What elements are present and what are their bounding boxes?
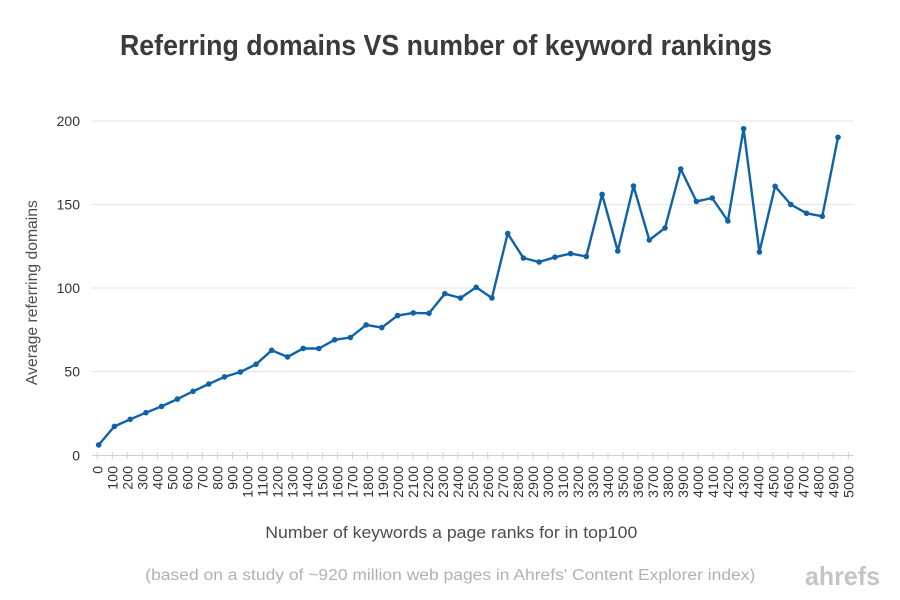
svg-text:1800: 1800 <box>360 466 376 498</box>
svg-text:2900: 2900 <box>525 466 541 498</box>
svg-text:2600: 2600 <box>480 466 496 498</box>
svg-text:1700: 1700 <box>345 466 361 498</box>
svg-text:500: 500 <box>165 466 181 490</box>
svg-text:800: 800 <box>210 466 226 490</box>
svg-text:1400: 1400 <box>300 466 316 498</box>
svg-text:ahrefs: ahrefs <box>805 561 880 591</box>
svg-text:100: 100 <box>104 466 120 490</box>
svg-text:5000: 5000 <box>840 466 856 498</box>
svg-text:0: 0 <box>72 448 80 464</box>
svg-text:3000: 3000 <box>540 466 556 498</box>
svg-text:2200: 2200 <box>420 466 436 498</box>
svg-text:3300: 3300 <box>585 466 601 498</box>
svg-text:600: 600 <box>180 466 196 490</box>
svg-text:4800: 4800 <box>810 466 826 498</box>
svg-text:0: 0 <box>89 466 105 474</box>
svg-text:1000: 1000 <box>240 466 256 498</box>
svg-text:3600: 3600 <box>630 466 646 498</box>
svg-text:2800: 2800 <box>510 466 526 498</box>
svg-text:1300: 1300 <box>285 466 301 498</box>
svg-text:2700: 2700 <box>495 466 511 498</box>
svg-text:150: 150 <box>57 197 81 213</box>
svg-text:2100: 2100 <box>405 466 421 498</box>
svg-text:4400: 4400 <box>750 466 766 498</box>
svg-text:Referring domains VS number of: Referring domains VS number of keyword r… <box>120 30 772 62</box>
svg-text:1100: 1100 <box>255 466 271 497</box>
svg-text:3200: 3200 <box>570 466 586 498</box>
svg-text:300: 300 <box>135 466 151 490</box>
svg-text:700: 700 <box>195 466 211 490</box>
svg-text:4600: 4600 <box>780 466 796 498</box>
svg-text:1500: 1500 <box>315 466 331 498</box>
svg-text:3400: 3400 <box>600 466 616 498</box>
svg-text:1200: 1200 <box>270 466 286 498</box>
svg-text:1600: 1600 <box>330 466 346 498</box>
svg-text:(based on a study of ~920 mill: (based on a study of ~920 million web pa… <box>145 567 755 584</box>
svg-text:200: 200 <box>57 113 81 129</box>
svg-text:100: 100 <box>57 280 81 296</box>
svg-text:4300: 4300 <box>735 466 751 498</box>
svg-text:400: 400 <box>150 466 166 490</box>
svg-text:4700: 4700 <box>795 466 811 498</box>
svg-text:2300: 2300 <box>435 466 451 498</box>
svg-text:2400: 2400 <box>450 466 466 498</box>
svg-text:4000: 4000 <box>690 466 706 498</box>
svg-text:3500: 3500 <box>615 466 631 498</box>
svg-text:2000: 2000 <box>390 466 406 498</box>
svg-text:4500: 4500 <box>765 466 781 498</box>
svg-text:1900: 1900 <box>375 466 391 498</box>
svg-text:2500: 2500 <box>465 466 481 498</box>
svg-text:50: 50 <box>64 364 80 380</box>
svg-text:4100: 4100 <box>705 466 721 498</box>
svg-text:900: 900 <box>225 466 241 490</box>
svg-text:200: 200 <box>119 466 135 490</box>
svg-text:4200: 4200 <box>720 466 736 498</box>
svg-text:3700: 3700 <box>645 466 661 498</box>
svg-text:3800: 3800 <box>660 466 676 498</box>
svg-text:3100: 3100 <box>555 466 571 498</box>
svg-text:4900: 4900 <box>825 466 841 498</box>
svg-text:Number of keywords a page rank: Number of keywords a page ranks for in t… <box>265 524 637 542</box>
svg-text:3900: 3900 <box>675 466 691 498</box>
svg-text:Average referring domains: Average referring domains <box>24 200 41 385</box>
